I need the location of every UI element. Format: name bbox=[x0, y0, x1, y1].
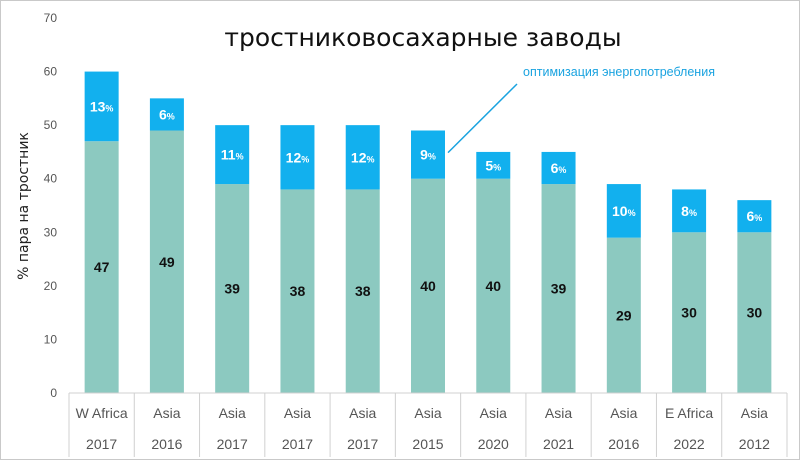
bar-base-segment bbox=[84, 141, 119, 393]
annotation-text: оптимизация энергопотребления bbox=[523, 65, 715, 79]
annotation-leader-line bbox=[447, 83, 518, 154]
data-label-base: 49 bbox=[159, 254, 175, 270]
x-tick-label-region: Asia bbox=[219, 405, 246, 421]
y-tick-label: 20 bbox=[44, 279, 58, 293]
x-tick-label-year: 2012 bbox=[739, 436, 770, 452]
annotation: оптимизация энергопотребления bbox=[447, 65, 715, 154]
data-label-base: 40 bbox=[485, 278, 501, 294]
y-axis-ticks: 0 10 20 30 40 50 60 70 bbox=[44, 11, 58, 400]
bar-base-segment bbox=[672, 232, 707, 393]
data-label-base: 47 bbox=[94, 259, 110, 275]
data-label-base: 40 bbox=[420, 278, 436, 294]
x-tick-label-region: Asia bbox=[480, 405, 507, 421]
x-tick-label-region: Asia bbox=[284, 405, 311, 421]
x-tick-label-year: 2017 bbox=[282, 436, 313, 452]
bar-top-segment bbox=[606, 184, 641, 238]
x-tick-label-region: Asia bbox=[610, 405, 637, 421]
bar-base-segment bbox=[476, 178, 511, 393]
y-tick-label: 60 bbox=[44, 65, 58, 79]
bar-top-segment bbox=[215, 125, 250, 185]
y-tick-label: 30 bbox=[44, 225, 58, 239]
data-label-base: 39 bbox=[224, 281, 240, 297]
y-tick-label: 40 bbox=[44, 172, 58, 186]
bar-base-segment bbox=[149, 130, 184, 393]
bar-base-segment bbox=[541, 184, 576, 393]
x-tick-label-region: Asia bbox=[349, 405, 376, 421]
data-label-base: 38 bbox=[290, 283, 306, 299]
bar-base-segment bbox=[215, 184, 250, 393]
bar-top-segment bbox=[476, 151, 511, 179]
x-tick-label-year: 2016 bbox=[608, 436, 639, 452]
y-tick-label: 10 bbox=[44, 332, 58, 346]
bar-base-segment bbox=[280, 189, 315, 393]
y-tick-label: 70 bbox=[44, 11, 58, 25]
chart-title: тростниковосахарные заводы bbox=[224, 23, 621, 52]
data-label-base: 39 bbox=[551, 281, 567, 297]
bar-base-segment bbox=[411, 178, 445, 393]
data-label-base: 30 bbox=[747, 305, 763, 321]
bars: 4713%496%3911%3812%3812%409%405%396%2910… bbox=[84, 71, 772, 393]
bar-top-segment bbox=[737, 200, 772, 233]
x-tick-label-region: W Africa bbox=[76, 405, 128, 421]
x-tick-label-region: Asia bbox=[153, 405, 180, 421]
x-tick-label-year: 2022 bbox=[674, 436, 705, 452]
data-label-base: 30 bbox=[681, 305, 697, 321]
x-axis: W Africa 2017 Asia 2016 Asia 2017 Asia 2017 Asia… bbox=[68, 392, 788, 457]
y-axis-label: % пара на тростник bbox=[16, 132, 32, 280]
x-tick-label-region: E Africa bbox=[665, 405, 713, 421]
x-tick-label-year: 2017 bbox=[86, 436, 117, 452]
x-tick-label-year: 2020 bbox=[478, 436, 509, 452]
bar-top-segment bbox=[84, 71, 119, 142]
bar-base-segment bbox=[345, 189, 380, 393]
bar-base-segment bbox=[606, 237, 641, 393]
y-tick-label: 0 bbox=[50, 386, 57, 400]
bar-top-segment bbox=[541, 151, 576, 185]
x-tick-label-region: Asia bbox=[545, 405, 572, 421]
bar-top-segment bbox=[672, 189, 707, 233]
bar-top-segment bbox=[411, 130, 445, 179]
bar-top-segment bbox=[149, 98, 184, 131]
x-tick-label-year: 2017 bbox=[347, 436, 378, 452]
y-tick-label: 50 bbox=[44, 118, 58, 132]
x-tick-label-year: 2017 bbox=[217, 436, 248, 452]
data-label-base: 38 bbox=[355, 283, 371, 299]
x-tick-label-region: Asia bbox=[741, 405, 768, 421]
x-tick-label-year: 2015 bbox=[412, 436, 443, 452]
data-label-base: 29 bbox=[616, 307, 632, 323]
bar-base-segment bbox=[737, 232, 772, 393]
bar-top-segment bbox=[345, 125, 380, 190]
x-tick-label-region: Asia bbox=[414, 405, 441, 421]
bar-top-segment bbox=[280, 125, 315, 190]
x-tick-label-year: 2021 bbox=[543, 436, 574, 452]
x-tick-label-year: 2016 bbox=[151, 436, 182, 452]
